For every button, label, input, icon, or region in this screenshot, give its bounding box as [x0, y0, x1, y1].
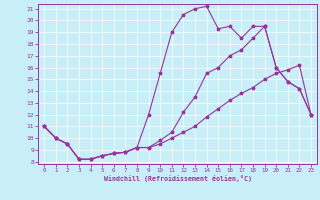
X-axis label: Windchill (Refroidissement éolien,°C): Windchill (Refroidissement éolien,°C) — [104, 175, 252, 182]
